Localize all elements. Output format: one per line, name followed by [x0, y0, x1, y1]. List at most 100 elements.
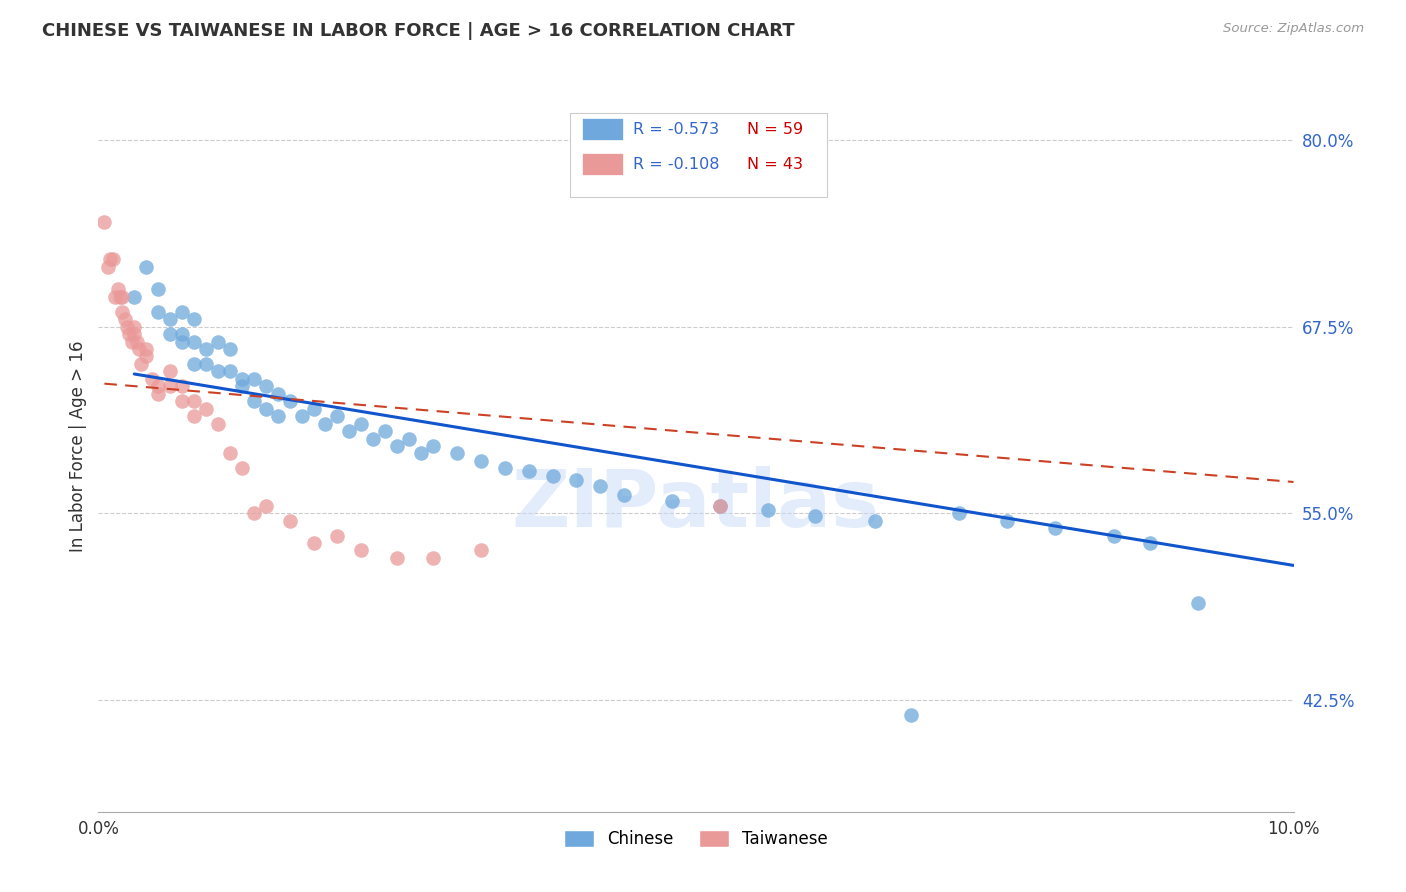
- Point: [172, 334, 194, 349]
- Point: [302, 536, 325, 550]
- Point: [183, 357, 205, 371]
- Point: [183, 409, 205, 424]
- Point: [93, 215, 115, 229]
- Point: [115, 319, 138, 334]
- Point: [254, 499, 277, 513]
- Point: [243, 372, 266, 386]
- Point: [207, 334, 229, 349]
- Point: [541, 468, 564, 483]
- Point: [267, 409, 290, 424]
- Point: [422, 439, 444, 453]
- Point: [315, 417, 337, 431]
- Point: [219, 342, 242, 356]
- Legend: Chinese, Taiwanese: Chinese, Taiwanese: [557, 823, 835, 855]
- Point: [243, 394, 266, 409]
- Point: [1104, 528, 1126, 542]
- FancyBboxPatch shape: [582, 119, 623, 140]
- Point: [517, 464, 540, 478]
- Point: [470, 543, 492, 558]
- Point: [411, 446, 433, 460]
- Point: [97, 260, 120, 274]
- Point: [135, 260, 157, 274]
- Point: [254, 379, 277, 393]
- Point: [613, 488, 636, 502]
- Point: [385, 551, 409, 566]
- Point: [948, 506, 970, 520]
- Point: [661, 494, 683, 508]
- Point: [398, 432, 420, 446]
- Point: [350, 543, 373, 558]
- Point: [363, 432, 385, 446]
- Point: [326, 409, 349, 424]
- Point: [124, 319, 146, 334]
- Point: [865, 514, 887, 528]
- Point: [98, 252, 122, 267]
- Point: [1187, 596, 1209, 610]
- FancyBboxPatch shape: [571, 113, 827, 197]
- Point: [172, 326, 194, 341]
- Point: [183, 312, 205, 326]
- Point: [131, 357, 153, 371]
- Point: [494, 461, 516, 475]
- Point: [350, 417, 373, 431]
- Point: [446, 446, 468, 460]
- Point: [1043, 521, 1066, 535]
- Point: [148, 386, 170, 401]
- Point: [172, 394, 194, 409]
- Point: [135, 342, 157, 356]
- Y-axis label: In Labor Force | Age > 16: In Labor Force | Age > 16: [69, 340, 87, 552]
- Point: [124, 290, 146, 304]
- Point: [231, 379, 253, 393]
- Point: [128, 342, 150, 356]
- Point: [470, 454, 492, 468]
- Point: [231, 372, 253, 386]
- Point: [159, 312, 181, 326]
- Point: [589, 479, 612, 493]
- Point: [159, 364, 181, 378]
- Point: [101, 252, 124, 267]
- Point: [278, 514, 301, 528]
- Text: R = -0.573: R = -0.573: [633, 122, 718, 136]
- Point: [565, 473, 588, 487]
- Text: ZIPatlas: ZIPatlas: [512, 466, 880, 543]
- Point: [207, 364, 229, 378]
- Point: [111, 304, 134, 318]
- Point: [900, 707, 922, 722]
- Point: [141, 372, 163, 386]
- Point: [995, 514, 1018, 528]
- Point: [111, 290, 134, 304]
- Point: [385, 439, 409, 453]
- Point: [195, 342, 218, 356]
- Point: [422, 551, 444, 566]
- Point: [291, 409, 314, 424]
- Point: [326, 528, 349, 542]
- Point: [195, 357, 218, 371]
- FancyBboxPatch shape: [582, 153, 623, 176]
- Point: [339, 424, 361, 438]
- Point: [148, 282, 170, 296]
- Point: [114, 312, 136, 326]
- Point: [118, 326, 141, 341]
- Point: [159, 326, 181, 341]
- Text: CHINESE VS TAIWANESE IN LABOR FORCE | AGE > 16 CORRELATION CHART: CHINESE VS TAIWANESE IN LABOR FORCE | AG…: [42, 22, 794, 40]
- Text: N = 43: N = 43: [748, 157, 803, 172]
- Point: [135, 350, 157, 364]
- Point: [254, 401, 277, 416]
- Point: [121, 334, 143, 349]
- Point: [125, 334, 148, 349]
- Point: [108, 290, 131, 304]
- Point: [231, 461, 253, 475]
- Point: [1139, 536, 1161, 550]
- Point: [804, 509, 827, 524]
- Point: [148, 304, 170, 318]
- Point: [756, 503, 779, 517]
- Point: [183, 334, 205, 349]
- Point: [107, 282, 129, 296]
- Text: R = -0.108: R = -0.108: [633, 157, 718, 172]
- Point: [183, 394, 205, 409]
- Point: [195, 401, 218, 416]
- Point: [159, 379, 181, 393]
- Point: [278, 394, 301, 409]
- Point: [219, 364, 242, 378]
- Point: [172, 304, 194, 318]
